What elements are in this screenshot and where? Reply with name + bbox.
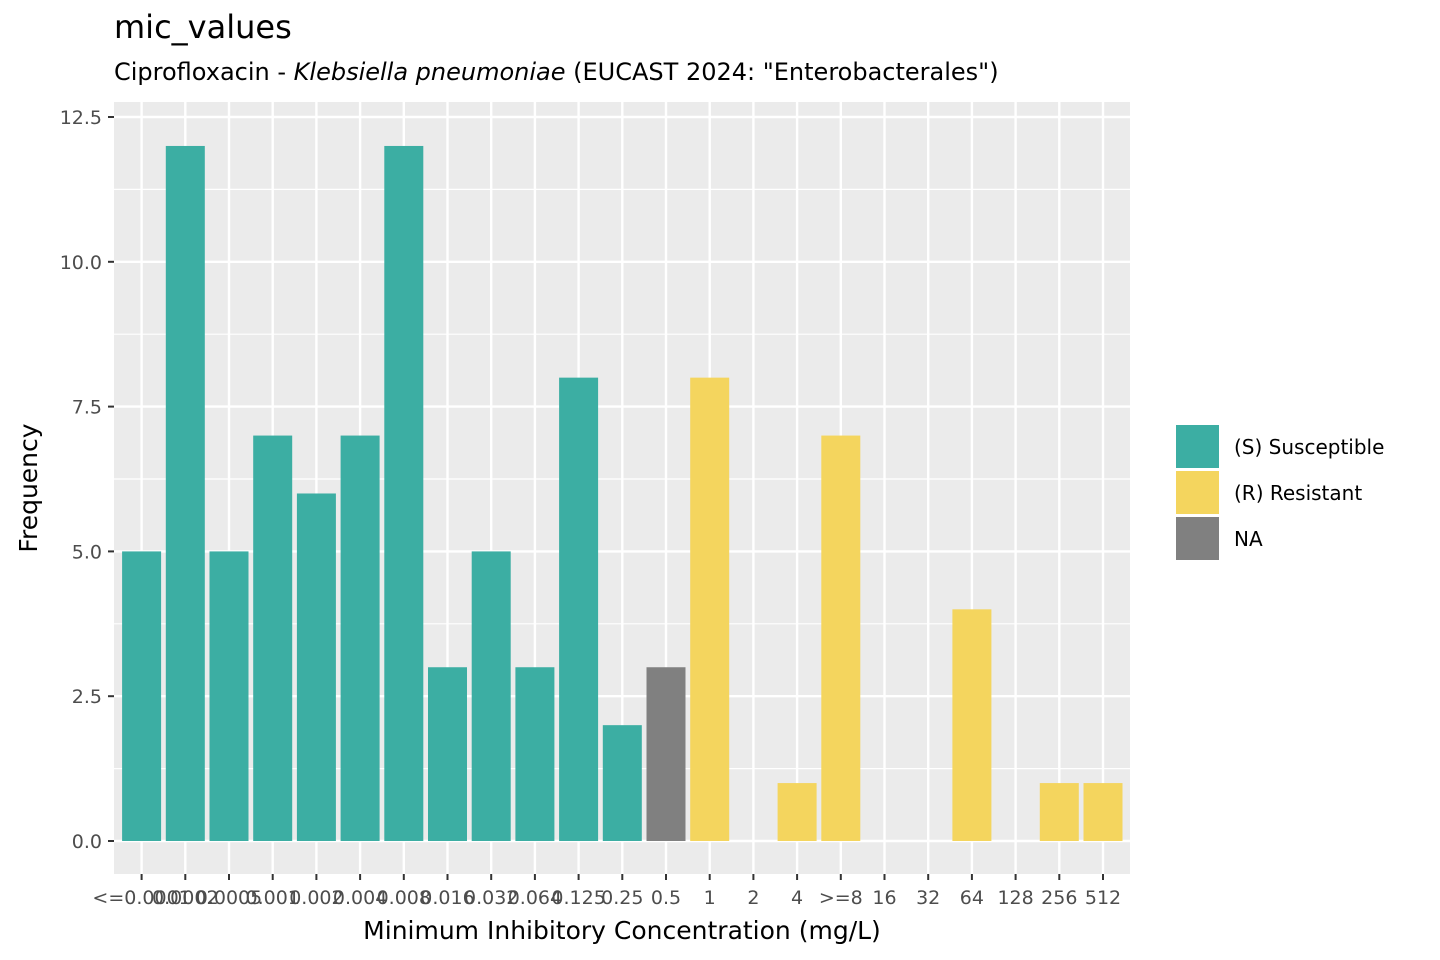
bar: [690, 377, 730, 841]
x-axis: <=0.00010.00020.00050.0010.0020.0040.008…: [92, 874, 1121, 909]
bar: [428, 667, 467, 841]
x-tick-label: 32: [916, 887, 940, 909]
y-tick-label: 2.5: [72, 686, 102, 708]
x-tick-label: 0.032: [464, 887, 518, 909]
subtitle-antibiotic: Ciprofloxacin -: [114, 58, 294, 86]
legend-key: [1176, 517, 1219, 560]
legend-label: (R) Resistant: [1234, 481, 1362, 505]
y-tick-label: 7.5: [72, 397, 102, 419]
y-axis: 0.0 2.5 5.0 7.5 10.0 12.5: [60, 107, 114, 853]
x-tick-label: 0.125: [551, 887, 605, 909]
bar: [253, 435, 293, 841]
chart-subtitle: Ciprofloxacin - Klebsiella pneumoniae (E…: [114, 58, 999, 86]
x-tick-label: 0.002: [289, 887, 343, 909]
subtitle-organism: Klebsiella pneumoniae: [293, 58, 566, 86]
x-tick-label: 0.008: [377, 887, 431, 909]
legend-label: NA: [1234, 527, 1263, 551]
x-tick-label: <=0.0001: [92, 887, 190, 909]
x-tick-label: 4: [791, 887, 803, 909]
x-tick-label: 1: [704, 887, 716, 909]
y-axis-title: Frequency: [14, 423, 43, 552]
x-tick-label: 0.0002: [152, 887, 218, 909]
x-tick-label: 128: [997, 887, 1033, 909]
y-tick-label: 10.0: [60, 252, 102, 274]
bar: [821, 435, 861, 841]
x-tick-label: 0.016: [420, 887, 474, 909]
x-tick-label: 0.0005: [196, 887, 262, 909]
bars: [122, 145, 1123, 841]
x-tick-label: 0.5: [651, 887, 681, 909]
x-tick-label: 256: [1041, 887, 1077, 909]
bar: [646, 667, 686, 841]
bar: [515, 667, 555, 841]
bar: [384, 145, 424, 841]
x-tick-label: >=8: [819, 887, 863, 909]
x-tick-label: 2: [747, 887, 759, 909]
bar: [296, 493, 336, 841]
bar: [602, 725, 642, 841]
bar: [952, 609, 992, 841]
y-tick-label: 0.0: [72, 831, 102, 853]
bar: [777, 783, 817, 841]
legend-key: [1176, 425, 1219, 468]
bar: [559, 377, 599, 841]
x-axis-title: Minimum Inhibitory Concentration (mg/L): [363, 916, 881, 945]
x-tick-label: 0.004: [333, 887, 387, 909]
y-tick-label: 5.0: [72, 541, 102, 563]
bar: [1039, 783, 1079, 841]
x-tick-label: 0.064: [508, 887, 562, 909]
bar: [165, 145, 205, 841]
y-tick-label: 12.5: [60, 107, 102, 129]
legend-key: [1176, 471, 1219, 514]
x-tick-label: 0.001: [245, 887, 299, 909]
bar: [1083, 783, 1123, 841]
bar: [209, 551, 249, 841]
x-tick-label: 0.25: [601, 887, 643, 909]
legend-label: (S) Susceptible: [1234, 435, 1384, 459]
subtitle-guideline: (EUCAST 2024: "Enterobacterales"): [565, 58, 999, 86]
chart-title: mic_values: [114, 8, 292, 46]
bar: [471, 551, 511, 841]
x-tick-label: 512: [1085, 887, 1121, 909]
x-tick-label: 64: [960, 887, 984, 909]
legend: (S) Susceptible (R) Resistant NA: [1176, 425, 1384, 560]
bar: [340, 435, 380, 841]
x-tick-label: 16: [872, 887, 896, 909]
bar: [122, 551, 162, 841]
